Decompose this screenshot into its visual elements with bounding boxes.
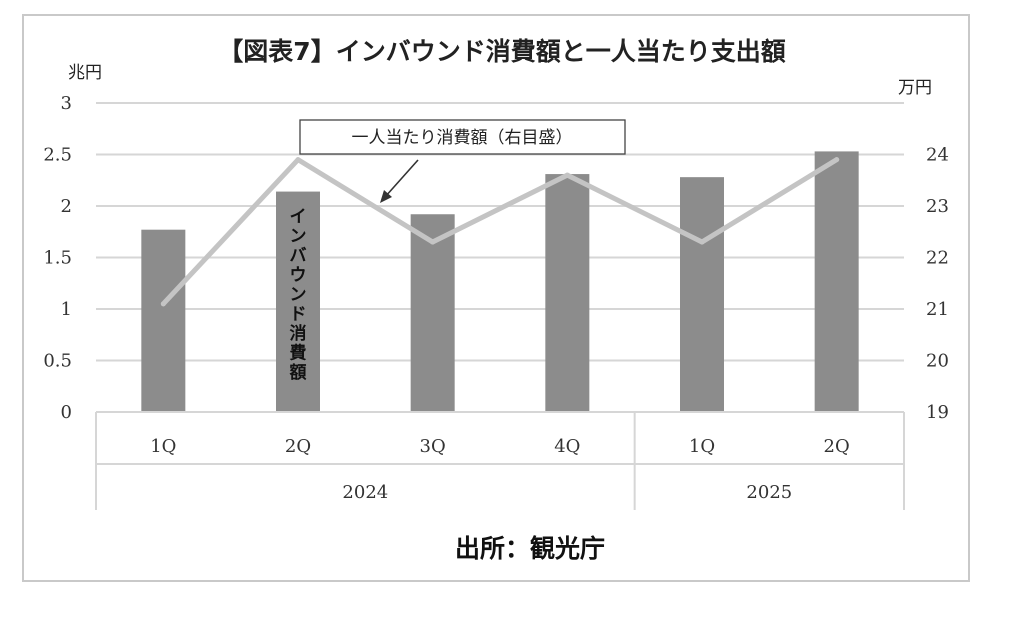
callout-box: 一人当たり消費額（右目盛） — [299, 119, 626, 203]
right-tick-label: 20 — [926, 351, 949, 372]
year-group-label: 2024 — [342, 482, 388, 503]
year-group-label: 2025 — [746, 482, 792, 503]
bar-label-char: ド — [290, 305, 307, 325]
callout-arrowhead-icon — [380, 190, 392, 203]
bar-label-char: 消 — [290, 323, 307, 344]
right-tick-label: 22 — [926, 248, 949, 269]
x-tick-label: 3Q — [420, 436, 446, 457]
left-axis-unit: 兆円 — [68, 63, 102, 83]
left-tick-label: 2 — [61, 196, 72, 217]
bar-label-char: 費 — [290, 343, 307, 364]
per-capita-line — [160, 157, 840, 307]
line-point — [699, 239, 705, 245]
bar — [545, 174, 590, 412]
bar — [141, 229, 186, 412]
left-tick-label: 0 — [61, 402, 72, 423]
right-tick-label: 24 — [926, 145, 949, 166]
left-tick-label: 2.5 — [43, 145, 72, 166]
left-tick-label: 1 — [61, 299, 72, 320]
bar — [814, 151, 859, 412]
left-tick-label: 0.5 — [43, 351, 72, 372]
bar — [410, 214, 455, 412]
bar-label-char: バ — [290, 246, 307, 266]
line-point — [564, 172, 570, 178]
bar-label-char: ン — [290, 285, 307, 305]
line-point — [430, 239, 436, 245]
callout-arrow-line — [384, 159, 419, 198]
x-tick-label: 2Q — [285, 436, 311, 457]
line-point — [834, 157, 840, 163]
bar-label-char: イ — [290, 207, 307, 227]
x-tick-label: 1Q — [150, 436, 176, 457]
right-tick-label: 19 — [926, 402, 949, 423]
x-tick-label: 4Q — [554, 436, 580, 457]
left-tick-label: 3 — [61, 93, 72, 114]
bar — [276, 191, 320, 412]
left-tick-label: 1.5 — [43, 248, 72, 269]
line-point — [160, 301, 166, 307]
bars: インバウンド消費額 — [141, 151, 859, 412]
x-tick-label: 2Q — [824, 436, 850, 457]
source-note: 出所：観光庁 — [455, 534, 605, 563]
bar-label-char: ウ — [290, 266, 307, 286]
bar — [680, 177, 724, 412]
axes: 0 0.5 1 1.5 2 2.5 3 19 20 21 22 23 24 1Q 2Q 3Q 4Q 1Q 2Q 202… — [43, 93, 949, 510]
bar-label-char: 額 — [289, 362, 307, 383]
callout-label: 一人当たり消費額（右目盛） — [352, 128, 573, 148]
chart-title: 【図表7】インバウンド消費額と一人当たり支出額 — [218, 37, 785, 66]
x-tick-label: 1Q — [689, 436, 715, 457]
right-tick-label: 21 — [926, 299, 949, 320]
line-series — [160, 157, 840, 307]
right-axis-unit: 万円 — [898, 78, 932, 98]
line-point — [295, 157, 301, 163]
right-tick-label: 23 — [926, 196, 949, 217]
bar-label-char: ン — [290, 227, 307, 247]
